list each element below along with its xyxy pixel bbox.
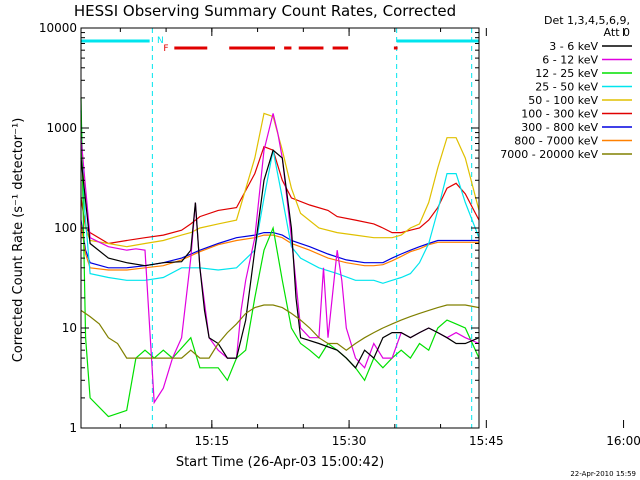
series-line-50-100-kev (80, 112, 480, 248)
legend-entry-label: 7000 - 20000 keV (500, 148, 598, 161)
x-tick-label: 15:30 (332, 434, 367, 448)
series-line-7000-20000-kev (80, 304, 480, 359)
legend-entry-label: 800 - 7000 keV (514, 135, 598, 148)
legend-entry-label: 3 - 6 keV (549, 40, 598, 53)
y-tick-label: 10 (62, 321, 77, 335)
y-tick-label: 10000 (39, 21, 77, 35)
legend-entry-label: 300 - 800 keV (521, 121, 598, 134)
series-line-3-6-kev (80, 149, 480, 369)
legend-entry-label: 50 - 100 keV (528, 94, 598, 107)
series-line-25-50-kev (80, 110, 480, 284)
series-line-100-300-kev (80, 145, 480, 245)
y-tick-label: 100 (54, 221, 77, 235)
x-tick-label: 16:00 (606, 434, 640, 448)
chart-title: HESSI Observing Summary Count Rates, Cor… (74, 2, 456, 20)
x-axis-label: Start Time (26-Apr-03 15:00:42) (176, 455, 384, 470)
legend-header-line-2: Att 0 (604, 26, 630, 39)
x-tick-label: 15:45 (469, 434, 504, 448)
legend-entry-label: 6 - 12 keV (542, 54, 598, 67)
legend-entry-label: 12 - 25 keV (535, 67, 598, 80)
generation-timestamp: 22-Apr-2010 15:59 (570, 470, 636, 478)
y-axis: 1 10 100 1000 10000 (39, 21, 479, 435)
y-axis-label: Corrected Count Rate (s⁻¹ detector⁻¹) (11, 118, 26, 363)
night-flag-label: N (157, 36, 164, 46)
legend-entry-label: 100 - 300 keV (521, 108, 598, 121)
series-layer (80, 97, 480, 418)
flare-flag-label: F (163, 44, 168, 54)
legend-header-line-1: Det 1,3,4,5,6,9, (544, 14, 630, 27)
y-tick-label: 1 (69, 421, 77, 435)
y-tick-label: 1000 (46, 121, 77, 135)
series-line-12-25-kev (80, 97, 480, 418)
x-tick-label: 15:15 (195, 434, 230, 448)
legend-entry-label: 25 - 50 keV (535, 81, 598, 94)
